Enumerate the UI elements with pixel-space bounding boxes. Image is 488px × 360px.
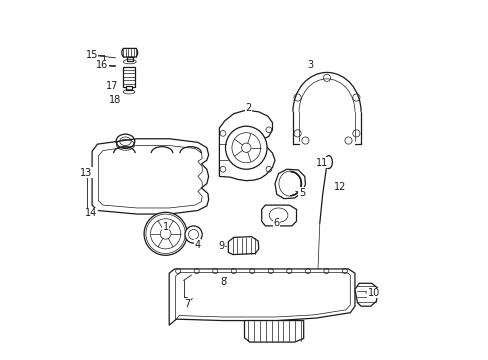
Ellipse shape (184, 226, 202, 243)
Bar (126, 57, 133, 60)
Bar (125, 86, 132, 90)
Text: 13: 13 (80, 168, 92, 178)
Polygon shape (219, 110, 274, 181)
Text: 4: 4 (194, 239, 201, 249)
Ellipse shape (225, 126, 266, 169)
Text: 11: 11 (315, 158, 327, 168)
Text: 12: 12 (334, 182, 346, 192)
Polygon shape (354, 283, 377, 306)
Polygon shape (274, 169, 305, 199)
Text: 1: 1 (162, 222, 168, 231)
Text: 18: 18 (108, 95, 121, 105)
Bar (123, 67, 135, 87)
Text: 14: 14 (85, 208, 97, 218)
Text: 10: 10 (366, 288, 379, 298)
Polygon shape (169, 269, 354, 325)
Text: 8: 8 (220, 277, 225, 287)
Text: 7: 7 (183, 299, 190, 309)
Text: 6: 6 (273, 218, 279, 228)
Polygon shape (92, 139, 208, 214)
Text: 5: 5 (298, 188, 305, 198)
Text: 2: 2 (244, 103, 251, 113)
Text: 15: 15 (85, 50, 98, 60)
Text: 9: 9 (218, 241, 224, 251)
Text: 17: 17 (105, 81, 118, 91)
Polygon shape (244, 320, 303, 342)
Polygon shape (122, 48, 137, 57)
Ellipse shape (144, 212, 187, 255)
Text: 16: 16 (96, 60, 108, 70)
Polygon shape (261, 205, 296, 226)
Text: 3: 3 (307, 60, 313, 70)
Polygon shape (228, 237, 258, 255)
Ellipse shape (325, 156, 332, 168)
